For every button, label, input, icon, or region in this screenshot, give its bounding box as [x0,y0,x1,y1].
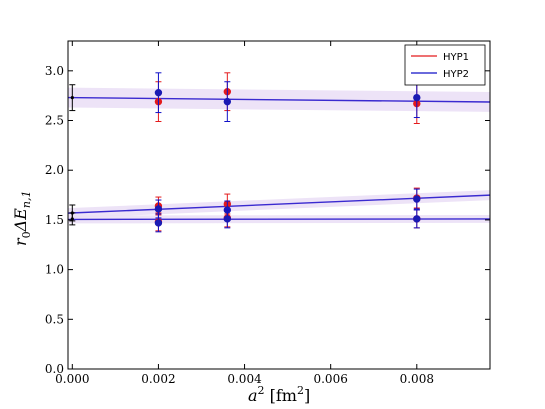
point-hyp2-lower-2 [413,209,421,229]
x-tick-label-1: 0.002 [141,372,175,386]
plot-frame [67,40,491,370]
axis-ticks: 0.000 0.002 0.004 0.006 0.008 0.0 0.5 1.0 1.5 2.0… [45,41,490,386]
x-axis-label-main: a [248,386,258,405]
y-tick-label-2: 1.0 [45,263,64,277]
fit-bands [68,87,490,224]
point-hyp2-lower-0 [154,213,163,233]
point-hyp2-upper-0-marker [154,88,163,97]
point-hyp2-upper-2-marker [413,93,421,102]
x-axis-label-unit-close: ] [304,386,310,405]
point-hyp2-lower-1 [223,209,232,229]
legend-box [404,44,486,86]
legend-label-hyp1: HYP1 [443,52,469,63]
x-axis-label-unit-open: [fm [265,386,297,405]
fit-line-1 [67,194,491,214]
y-tick-label-1: 0.5 [45,312,64,326]
point-hyp2-lower-0-marker [154,219,163,227]
x-axis-label-unit-sup: 2 [297,384,304,397]
continuum-point-2 [69,212,76,226]
legend: HYP1 HYP2 [404,44,486,86]
x-tick-label-4: 0.008 [400,372,434,386]
point-hyp2-mid-2 [413,188,421,210]
y-axis-label-sub0: 0 [20,231,33,238]
y-tick-label-4: 2.0 [45,163,64,177]
point-hyp2-mid-0-marker [154,205,163,213]
x-tick-label-2: 0.004 [227,372,262,386]
legend-label-hyp2: HYP2 [443,69,469,80]
data-points [69,72,421,233]
y-axis-label: r0ΔEn,1 [11,191,33,246]
y-tick-label-0: 0.0 [45,362,64,376]
y-axis-label-main: r [11,237,30,246]
point-hyp2-lower-1-marker [223,215,232,223]
point-hyp2-upper-1 [223,81,232,123]
y-tick-label-3: 1.5 [45,213,64,227]
continuum-point-0-marker [70,96,74,100]
y-tick-label-5: 2.5 [45,114,64,128]
y-axis-label-sub: n,1 [20,191,33,209]
point-hyp2-upper-1-marker [223,97,232,106]
y-axis-label-delta: ΔE [11,208,30,233]
x-tick-label-0: 0.000 [55,372,89,386]
fit-line-0 [67,96,491,103]
x-axis-label: a2 [fm2] [248,384,310,405]
continuum-point-0 [69,84,76,112]
point-hyp2-mid-2-marker [413,195,421,203]
y-tick-label-6: 3.0 [45,64,64,78]
point-hyp2-lower-2-marker [413,215,421,223]
x-axis-label-sup: 2 [258,384,265,397]
x-tick-label-3: 0.006 [313,372,347,386]
point-hyp2-upper-0 [154,72,163,114]
